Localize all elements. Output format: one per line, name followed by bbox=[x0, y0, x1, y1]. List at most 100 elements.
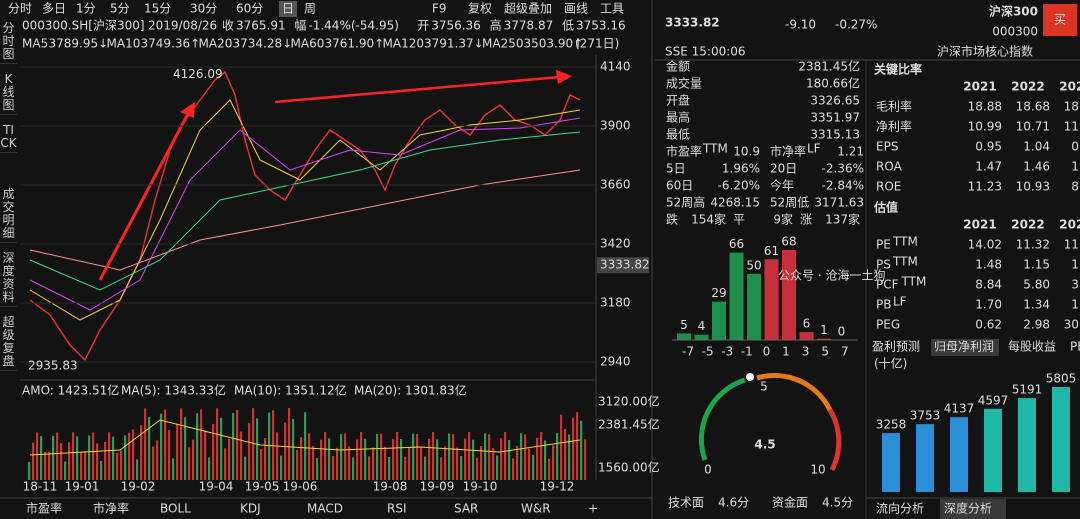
tool-button[interactable]: 复权 bbox=[468, 2, 492, 16]
label: 20日 bbox=[770, 162, 797, 176]
indicator-tab[interactable]: 市盈率 bbox=[26, 501, 62, 516]
label: 跌 bbox=[666, 212, 678, 227]
side-tab[interactable]: 分时图 bbox=[0, 20, 17, 64]
period-tab[interactable]: 15分 bbox=[144, 2, 171, 16]
label: 3765.91 bbox=[236, 19, 286, 33]
forecast-bar bbox=[882, 433, 900, 492]
forecast-tab[interactable]: 盈利预测 bbox=[872, 340, 920, 354]
label: 66 bbox=[729, 237, 744, 251]
ma-line bbox=[29, 99, 581, 321]
label: SSE 15:00:06 bbox=[665, 45, 746, 59]
volume-bar bbox=[564, 429, 567, 480]
volume-bar bbox=[392, 439, 395, 480]
label: 1.70 bbox=[975, 298, 1002, 312]
label: 8.84 bbox=[975, 278, 1002, 292]
forecast-tab[interactable]: PE bbox=[1070, 340, 1080, 354]
label: 净利率 bbox=[876, 119, 912, 134]
volume-bar bbox=[164, 409, 167, 480]
volume-bar bbox=[204, 430, 207, 480]
forecast-tab[interactable]: 每股收益 bbox=[1008, 339, 1056, 354]
volume-bar bbox=[332, 455, 335, 480]
side-tab[interactable]: 超级复盘 bbox=[0, 314, 17, 371]
period-tab[interactable]: 1分 bbox=[76, 2, 96, 16]
label: 3900 bbox=[600, 119, 631, 133]
label: 29 bbox=[711, 286, 726, 300]
tool-button[interactable]: 画线 bbox=[564, 2, 588, 16]
volume-bar bbox=[408, 446, 411, 480]
period-tab[interactable]: 多日 bbox=[42, 2, 66, 16]
tool-button[interactable]: F9 bbox=[432, 2, 447, 16]
bottom-tab[interactable]: 深度分析 bbox=[944, 501, 992, 516]
volume-bar bbox=[36, 432, 39, 480]
dist-bar bbox=[799, 332, 814, 340]
label: 3315.13 bbox=[810, 128, 860, 142]
period-tab[interactable]: 30分 bbox=[190, 2, 217, 16]
label: 1.46 bbox=[1023, 160, 1050, 174]
tool-button[interactable]: 工具 bbox=[600, 2, 624, 16]
label: 平 bbox=[733, 213, 745, 227]
side-tab[interactable]: 成交明细 bbox=[0, 186, 17, 243]
label: 开 bbox=[417, 19, 429, 33]
label: 沪深300 bbox=[989, 4, 1038, 19]
label: 000300.SH[沪深300] bbox=[22, 19, 145, 33]
volume-bar bbox=[88, 435, 91, 480]
indicator-tab[interactable]: W&R bbox=[521, 502, 551, 516]
volume-bar bbox=[528, 448, 531, 480]
period-tab[interactable]: 5分 bbox=[110, 2, 130, 16]
volume-ma bbox=[29, 419, 581, 456]
label: -7 bbox=[682, 345, 694, 359]
period-tab[interactable]: 周 bbox=[304, 2, 316, 16]
indicator-tab[interactable]: BOLL bbox=[160, 502, 191, 516]
label: -2.36% bbox=[822, 162, 864, 176]
label: TTM bbox=[702, 142, 728, 156]
side-tab[interactable]: TICK bbox=[0, 122, 17, 153]
volume-bar bbox=[468, 432, 471, 480]
forecast-tab[interactable]: 归母净利润 bbox=[934, 340, 994, 354]
volume-bar bbox=[472, 439, 475, 480]
volume-bar bbox=[32, 442, 35, 480]
label: 6 bbox=[803, 317, 811, 331]
volume-bar bbox=[84, 451, 87, 480]
volume-bar bbox=[256, 418, 259, 480]
label: 2021 bbox=[963, 218, 996, 232]
volume-bar bbox=[428, 438, 431, 480]
label: TTM bbox=[901, 275, 927, 289]
tool-button[interactable]: 超级叠加 bbox=[504, 1, 552, 16]
volume-bar bbox=[196, 413, 199, 480]
indicator-tab[interactable]: SAR bbox=[454, 502, 478, 516]
tab-active bbox=[940, 499, 1006, 519]
period-tab[interactable]: 分时 bbox=[8, 2, 32, 16]
current-price-box bbox=[597, 257, 649, 274]
volume-bar bbox=[532, 455, 535, 480]
label: 180.66亿 bbox=[806, 76, 860, 91]
label: 3351.97 bbox=[810, 111, 860, 125]
period-tab[interactable]: 60分 bbox=[236, 2, 263, 16]
volume-bar bbox=[216, 408, 219, 480]
period-tab[interactable]: 日 bbox=[282, 2, 294, 16]
volume-bar bbox=[124, 435, 127, 480]
bottom-tab[interactable]: 流向分析 bbox=[876, 501, 924, 516]
label: 5 bbox=[821, 345, 829, 359]
label: 19-08 bbox=[373, 480, 408, 494]
dist-bar bbox=[747, 273, 761, 340]
indicator-tab[interactable]: MACD bbox=[307, 502, 343, 516]
indicator-tab[interactable]: RSI bbox=[387, 502, 407, 516]
volume-bar bbox=[140, 425, 143, 480]
label: 61 bbox=[764, 244, 779, 258]
label: 60日 bbox=[666, 179, 693, 193]
indicator-tab[interactable]: 市净率 bbox=[93, 501, 129, 516]
indicator-tab[interactable]: KDJ bbox=[240, 502, 261, 516]
label: 52周高 bbox=[666, 195, 705, 210]
side-tab[interactable]: 深度资料 bbox=[0, 250, 17, 307]
buy-label[interactable]: 买 bbox=[1054, 13, 1066, 27]
label: 8.22 bbox=[1071, 180, 1080, 194]
indicator-tab[interactable]: + bbox=[588, 502, 598, 516]
label: 市净率 bbox=[770, 144, 806, 159]
volume-bar bbox=[92, 432, 95, 480]
label: 4137 bbox=[944, 402, 975, 416]
gauge-arc bbox=[756, 373, 833, 412]
buy-button[interactable] bbox=[1043, 4, 1077, 36]
volume-bar bbox=[76, 436, 79, 480]
side-tab[interactable]: K线图 bbox=[0, 71, 17, 115]
